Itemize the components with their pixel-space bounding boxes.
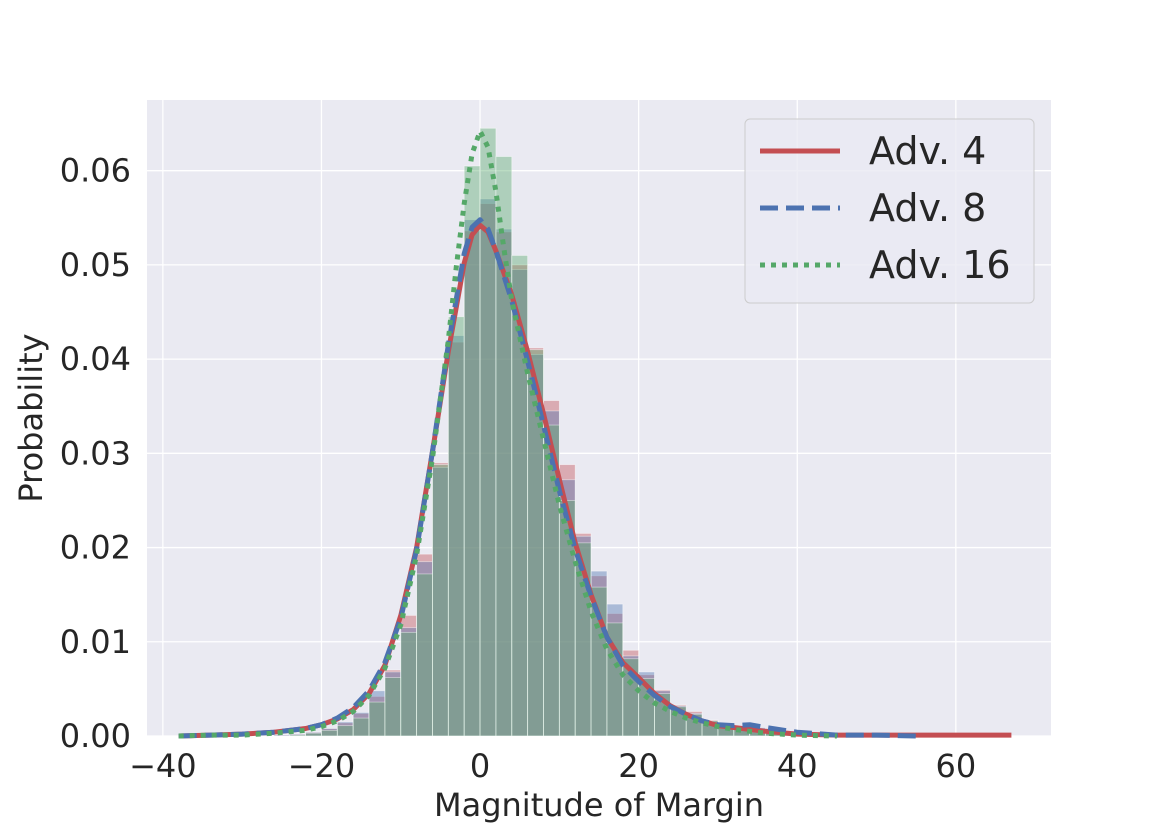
hist-bar-adv-16-9 [321,729,338,737]
y-tick-label-5: 0.05 [60,246,131,284]
y-axis-label: Probability [12,333,50,502]
tick-labels: −40 −20 0 20 40 60 0.00 0.01 0.02 0.03 0.04 0.05 0.0… [60,152,976,785]
hist-bar-adv-8-6 [273,734,291,737]
y-tick-label-1: 0.01 [60,623,131,661]
x-tick-label-3: 20 [618,747,659,785]
hist-bar-adv-16-17 [447,316,465,737]
kde-line-adv-8 [178,217,917,739]
x-tick-label-4: 40 [777,747,818,785]
y-tick-label-4: 0.04 [60,340,131,378]
hist-bar-adv-16-12 [368,701,386,737]
legend-label-adv-16: Adv. 16 [869,243,1011,287]
hist-bar-adv-16-7 [289,734,306,737]
y-tick-label-6: 0.06 [60,152,131,190]
legend: Adv. 4 Adv. 8 Adv. 16 [744,118,1035,304]
hist-bar-adv-16-13 [384,677,402,737]
legend-label-adv-4: Adv. 4 [869,129,986,173]
hist-bar-adv-16-10 [336,725,354,737]
hist-bar-adv-16-15 [416,573,433,737]
hist-bar-adv-16-8 [305,732,322,737]
hist-bar-adv-16-14 [400,631,418,737]
x-tick-label-2: 0 [470,747,490,785]
histogram-adv-4 [273,203,877,737]
hist-bar-adv-16-16 [432,464,449,737]
hist-bar-adv-16-11 [352,717,370,737]
kde-lines [178,128,1012,739]
histogram-adv-16 [289,127,830,737]
y-tick-label-0: 0.00 [60,717,131,755]
x-tick-label-0: −40 [129,747,197,785]
x-tick-label-1: −20 [288,747,356,785]
legend-box [744,118,1035,304]
y-tick-label-3: 0.03 [60,434,131,472]
y-tick-label-2: 0.02 [60,529,131,567]
x-axis-label: Magnitude of Margin [434,786,764,824]
kde-line-adv-16 [178,128,837,739]
legend-label-adv-8: Adv. 8 [869,186,986,230]
histograms [273,127,877,737]
x-tick-label-5: 60 [935,747,976,785]
